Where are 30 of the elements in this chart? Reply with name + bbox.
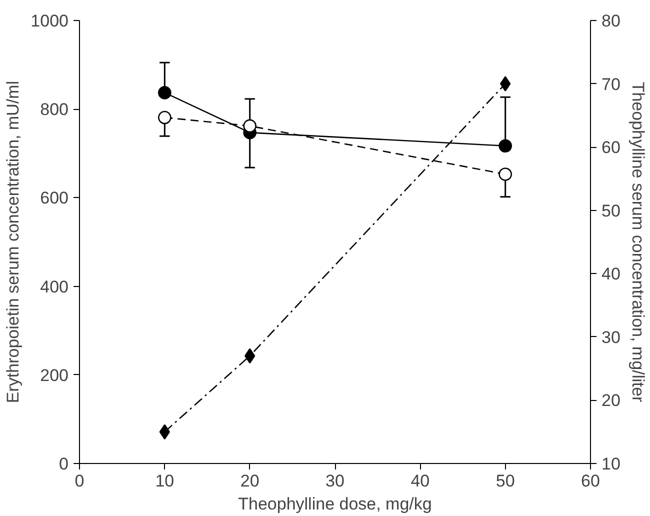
point [498,168,512,181]
y-tick-label: 200 [40,366,69,385]
x-tick-label: 30 [326,472,344,490]
y-axis-title: Erythropoietin serum concentration, mU/ml [4,80,23,404]
point [500,76,511,92]
x-tick-label: 60 [581,472,600,490]
y2-axis-title: Theophylline serum concentration, mg/liter [628,82,648,402]
y-tick-label: 600 [40,188,69,208]
x-tick-label: 20 [240,472,260,490]
y2-tick-label: 30 [602,328,620,347]
y-tick-label: 1000 [30,12,69,30]
point [243,119,256,133]
y-tick-label: 800 [40,100,69,120]
point [158,110,172,124]
y2-tick-label: 50 [602,201,620,220]
point [498,139,512,153]
y-tick-label: 400 [40,277,69,296]
x-tick-label: 50 [496,472,515,490]
x-tick-label: 10 [155,472,174,490]
y2-tick-label: 60 [602,138,620,158]
x-axis-title: Theophylline dose, mg/kg [238,494,432,514]
y2-tick-label: 20 [602,391,620,410]
y2-tick-label: 70 [602,74,620,94]
y2-tick-label: 80 [602,12,620,30]
point [158,86,172,100]
x-tick-label: 0 [74,472,84,490]
y2-tick-label: 40 [602,264,620,284]
y2-tick-label: 10 [602,454,620,474]
y-tick-label: 0 [59,454,69,474]
x-tick-label: 40 [410,472,430,490]
